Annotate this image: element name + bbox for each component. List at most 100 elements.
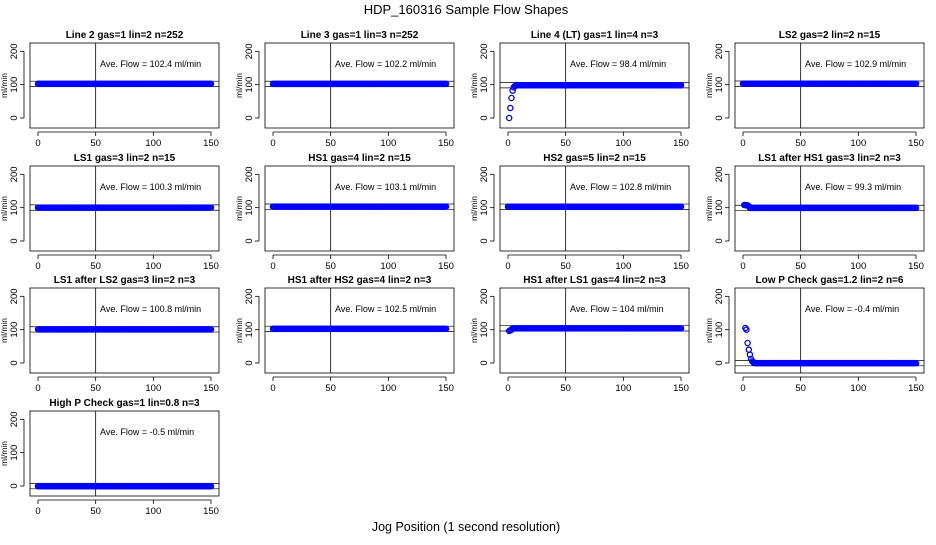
- x-tick-label: 0: [35, 138, 40, 149]
- x-tick-label: 150: [673, 261, 689, 272]
- panel-5: LS1 gas=3 lin=2 n=15 0 100 200 ml/min 0 50 100 1…: [0, 153, 220, 272]
- y-tick-label: 200: [244, 43, 255, 59]
- y-tick-label: 0: [244, 238, 255, 243]
- y-axis-label: ml/min: [234, 196, 244, 221]
- panel-title: LS1 gas=3 lin=2 n=15: [74, 153, 176, 164]
- plot-frame: [734, 42, 925, 129]
- y-axis-label: ml/min: [0, 318, 9, 343]
- x-tick-label: 50: [795, 261, 806, 272]
- y-tick-label: 100: [9, 322, 20, 338]
- y-tick-label: 0: [479, 115, 490, 120]
- data-point: [507, 104, 514, 112]
- average-flow-annotation: Ave. Flow = 102.5 ml/min: [335, 304, 436, 314]
- y-tick-label: 0: [9, 115, 20, 120]
- data-point: [442, 80, 450, 88]
- y-tick-label: 100: [479, 322, 490, 338]
- x-tick-label: 150: [438, 138, 454, 149]
- panel-13: High P Check gas=1 lin=0.8 n=3 0 100 200 ml/…: [0, 398, 220, 517]
- x-tick-label: 100: [145, 383, 161, 394]
- plot-frame: [29, 42, 220, 129]
- x-tick-label: 100: [145, 261, 161, 272]
- y-axis-label: ml/min: [469, 318, 479, 343]
- x-tick-label: 150: [673, 138, 689, 149]
- x-tick-label: 100: [615, 261, 631, 272]
- y-tick-label: 100: [479, 200, 490, 216]
- average-flow-annotation: Ave. Flow = 98.4 ml/min: [570, 59, 666, 69]
- panel-title: Low P Check gas=1.2 lin=2 n=6: [756, 275, 904, 286]
- x-tick-label: 0: [35, 506, 40, 517]
- y-axis-label: ml/min: [704, 318, 714, 343]
- x-tick-label: 50: [560, 138, 571, 149]
- panel-title: HS1 after HS2 gas=4 lin=2 n=3: [288, 275, 432, 286]
- data-point: [912, 204, 920, 212]
- x-tick-label: 50: [560, 383, 571, 394]
- y-tick-label: 200: [244, 288, 255, 304]
- plot-frame: [499, 42, 690, 129]
- panel-1: Line 2 gas=1 lin=2 n=252 0 100 200 ml/min 0 50…: [0, 30, 220, 149]
- plot-frame: [499, 165, 690, 252]
- data-point: [207, 204, 215, 211]
- panel-title: LS1 after HS1 gas=3 lin=2 n=3: [758, 153, 901, 164]
- y-tick-label: 100: [244, 322, 255, 338]
- plot-frame: [264, 165, 455, 252]
- y-tick-label: 200: [9, 43, 20, 59]
- plot-frame: [734, 165, 925, 252]
- y-tick-label: 0: [714, 238, 725, 243]
- x-tick-label: 100: [380, 383, 396, 394]
- data-point: [442, 325, 450, 333]
- y-axis-label: ml/min: [234, 318, 244, 343]
- x-tick-label: 100: [145, 506, 161, 517]
- y-tick-label: 200: [479, 288, 490, 304]
- y-tick-label: 100: [9, 77, 20, 93]
- y-tick-label: 100: [714, 200, 725, 216]
- panel-3: Line 4 (LT) gas=1 lin=4 n=3 0 100 200 ml/min…: [469, 30, 690, 149]
- plot-frame: [264, 42, 455, 129]
- y-tick-label: 0: [714, 360, 725, 365]
- y-axis-label: ml/min: [0, 73, 9, 98]
- plot-frame: [264, 287, 455, 374]
- x-tick-label: 50: [795, 138, 806, 149]
- panel-7: HS2 gas=5 lin=2 n=15 0 100 200 ml/min 0 50 100 1…: [469, 153, 690, 272]
- panel-grid: Line 2 gas=1 lin=2 n=252 0 100 200 ml/min 0 50…: [0, 30, 925, 517]
- y-tick-label: 200: [479, 43, 490, 59]
- y-tick-label: 0: [479, 360, 490, 365]
- data-point: [207, 80, 215, 88]
- x-tick-label: 50: [325, 138, 336, 149]
- average-flow-annotation: Ave. Flow = 102.2 ml/min: [335, 59, 436, 69]
- y-axis-label: ml/min: [0, 196, 9, 221]
- panel-2: Line 3 gas=1 lin=3 n=252 0 100 200 ml/min 0 50…: [234, 30, 455, 149]
- data-point: [677, 81, 685, 89]
- y-tick-label: 200: [714, 288, 725, 304]
- panel-title: HS1 after LS1 gas=4 lin=2 n=3: [523, 275, 666, 286]
- y-tick-label: 100: [244, 77, 255, 93]
- y-axis-label: ml/min: [704, 73, 714, 98]
- plot-frame: [29, 165, 220, 252]
- x-tick-label: 0: [270, 383, 275, 394]
- y-tick-label: 200: [244, 166, 255, 182]
- x-tick-label: 150: [673, 383, 689, 394]
- average-flow-annotation: Ave. Flow = 102.9 ml/min: [805, 59, 906, 69]
- average-flow-annotation: Ave. Flow = 102.8 ml/min: [570, 182, 671, 192]
- x-tick-label: 150: [438, 261, 454, 272]
- panel-title: LS2 gas=2 lin=2 n=15: [779, 30, 881, 41]
- average-flow-annotation: Ave. Flow = 100.8 ml/min: [100, 304, 201, 314]
- x-tick-label: 0: [740, 383, 745, 394]
- x-tick-label: 0: [740, 138, 745, 149]
- x-tick-label: 50: [90, 506, 101, 517]
- average-flow-annotation: Ave. Flow = 102.4 ml/min: [100, 59, 201, 69]
- x-tick-label: 0: [270, 138, 275, 149]
- y-tick-label: 200: [714, 43, 725, 59]
- data-point: [677, 325, 685, 332]
- x-tick-label: 100: [380, 138, 396, 149]
- data-point: [677, 203, 685, 210]
- x-tick-label: 150: [908, 138, 924, 149]
- x-tick-label: 50: [325, 261, 336, 272]
- y-tick-label: 0: [244, 360, 255, 365]
- y-tick-label: 0: [244, 115, 255, 120]
- average-flow-annotation: Ave. Flow = -0.4 ml/min: [805, 304, 899, 314]
- data-point: [743, 326, 750, 333]
- x-tick-label: 150: [203, 383, 219, 394]
- average-flow-annotation: Ave. Flow = 100.3 ml/min: [100, 182, 201, 192]
- panel-8: LS1 after HS1 gas=3 lin=2 n=3 0 100 200 ml/m…: [704, 153, 925, 272]
